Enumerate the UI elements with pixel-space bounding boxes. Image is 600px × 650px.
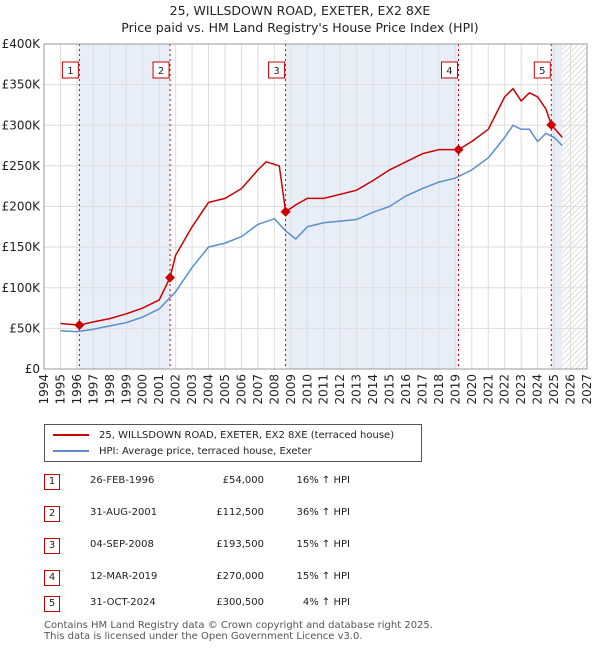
x-tick-label: 2010 (300, 374, 314, 405)
sale-label: 1 (67, 66, 73, 77)
sale-hpi-diff: 16% ↑ HPI (296, 475, 350, 486)
property-series-line (60, 87, 563, 326)
x-tick-label: 2009 (284, 374, 298, 405)
x-tick-label: 1997 (86, 374, 100, 405)
x-tick-label: 2013 (350, 374, 364, 405)
table-row: 5 31-OCT-2024 £300,500 4% ↑ HPI (44, 596, 384, 612)
y-tick-label: £400K (2, 37, 42, 51)
table-row: 1 26-FEB-1996 £54,000 16% ↑ HPI (44, 474, 384, 490)
y-tick-label: £200K (2, 200, 42, 214)
sale-hpi-diff: 4% ↑ HPI (302, 597, 350, 608)
legend-item-property: 25, WILLSDOWN ROAD, EXETER, EX2 8XE (ter… (53, 428, 394, 442)
x-tick-label: 2002 (169, 374, 183, 405)
x-tick-label: 2005 (218, 374, 232, 405)
sale-marker (280, 206, 291, 217)
y-tick-label: £300K (2, 118, 42, 132)
chart-subtitle: Price paid vs. HM Land Registry's House … (121, 20, 479, 35)
sale-price: £270,000 (216, 571, 264, 582)
sale-price: £300,500 (216, 597, 264, 608)
x-tick-label: 2012 (333, 374, 347, 405)
x-tick-label: 2000 (136, 374, 150, 405)
x-tick-label: 2021 (481, 374, 495, 405)
x-tick-label: 2020 (465, 374, 479, 405)
sale-date: 31-AUG-2001 (90, 507, 158, 518)
attribution: Contains HM Land Registry data © Crown c… (44, 620, 433, 642)
sale-label-box (152, 61, 170, 79)
x-tick-label: 2016 (399, 374, 413, 405)
sale-date: 31-OCT-2024 (90, 597, 156, 608)
x-tick-label: 2001 (152, 374, 166, 405)
sale-label-box (61, 61, 79, 79)
x-tick-label: 2014 (366, 374, 380, 405)
table-row: 2 31-AUG-2001 £112,500 36% ↑ HPI (44, 506, 384, 522)
x-tick-label: 2018 (432, 374, 446, 405)
sale-hpi-diff: 15% ↑ HPI (296, 539, 350, 550)
table-row: 4 12-MAR-2019 £270,000 15% ↑ HPI (44, 570, 384, 586)
x-tick-label: 2027 (580, 374, 594, 405)
sale-price: £54,000 (222, 475, 264, 486)
x-tick-label: 1995 (53, 374, 67, 405)
sale-label-box (268, 61, 286, 79)
attribution-line-2: This data is licensed under the Open Gov… (44, 631, 363, 642)
legend: 25, WILLSDOWN ROAD, EXETER, EX2 8XE (ter… (44, 424, 422, 462)
legend-swatch-hpi (53, 450, 89, 452)
sale-badge: 2 (44, 506, 60, 522)
hpi-series-line (60, 124, 563, 333)
price-chart: 1 2 3 4 5 £0 £50K £100K £150K £200K £250K £300K £35… (2, 37, 594, 405)
x-tick-label: 2025 (547, 374, 561, 405)
x-tick-label: 2024 (531, 374, 545, 405)
x-tick-label: 2026 (564, 374, 578, 405)
sale-hpi-diff: 36% ↑ HPI (296, 507, 350, 518)
x-tick-label: 2015 (383, 374, 397, 405)
sale-price: £112,500 (216, 507, 264, 518)
legend-label-property: 25, WILLSDOWN ROAD, EXETER, EX2 8XE (ter… (99, 429, 395, 441)
x-tick-label: 2023 (514, 374, 528, 405)
sale-date: 26-FEB-1996 (90, 475, 155, 486)
plot-frame (43, 43, 588, 370)
sale-marker (165, 272, 176, 283)
sale-marker (74, 320, 85, 331)
sale-price: £193,500 (216, 539, 264, 550)
sale-marker (453, 144, 464, 155)
sale-marker (546, 119, 557, 130)
sale-hpi-diff: 15% ↑ HPI (296, 571, 350, 582)
x-tick-label: 2008 (267, 374, 281, 405)
legend-swatch-property (53, 434, 89, 436)
sale-date: 12-MAR-2019 (90, 571, 158, 582)
sale-badge: 1 (44, 474, 60, 490)
x-tick-label: 2022 (498, 374, 512, 405)
x-tick-label: 2019 (448, 374, 462, 405)
x-tick-label: 1994 (37, 374, 51, 405)
y-tick-label: £150K (2, 240, 42, 254)
sale-label: 4 (446, 66, 452, 77)
sale-label: 3 (273, 66, 279, 77)
legend-item-hpi: HPI: Average price, terraced house, Exet… (53, 444, 312, 458)
y-tick-label: £0 (25, 362, 40, 376)
sale-badge: 5 (44, 596, 60, 612)
y-tick-label: £250K (2, 159, 42, 173)
x-tick-label: 2004 (202, 374, 216, 405)
y-tick-label: £100K (2, 281, 42, 295)
legend-label-hpi: HPI: Average price, terraced house, Exet… (99, 445, 312, 457)
x-tick-label: 1999 (119, 374, 133, 405)
y-tick-label: £50K (9, 321, 41, 335)
x-tick-label: 2007 (251, 374, 265, 405)
sale-label: 5 (539, 66, 545, 77)
sale-badge: 4 (44, 570, 60, 586)
sale-label-box (533, 61, 551, 79)
x-tick-label: 2011 (317, 374, 331, 405)
sale-label: 2 (158, 66, 164, 77)
sale-label-box (440, 61, 458, 79)
table-row: 3 04-SEP-2008 £193,500 15% ↑ HPI (44, 538, 384, 554)
x-tick-label: 1998 (103, 374, 117, 405)
x-tick-label: 2003 (185, 374, 199, 405)
x-tick-label: 2006 (234, 374, 248, 405)
chart-title: 25, WILLSDOWN ROAD, EXETER, EX2 8XE (169, 3, 431, 18)
x-tick-label: 1996 (70, 374, 84, 405)
sale-date: 04-SEP-2008 (90, 539, 154, 550)
y-tick-label: £350K (2, 78, 42, 92)
sale-badge: 3 (44, 538, 60, 554)
x-tick-label: 2017 (415, 374, 429, 405)
attribution-line-1: Contains HM Land Registry data © Crown c… (44, 620, 433, 631)
